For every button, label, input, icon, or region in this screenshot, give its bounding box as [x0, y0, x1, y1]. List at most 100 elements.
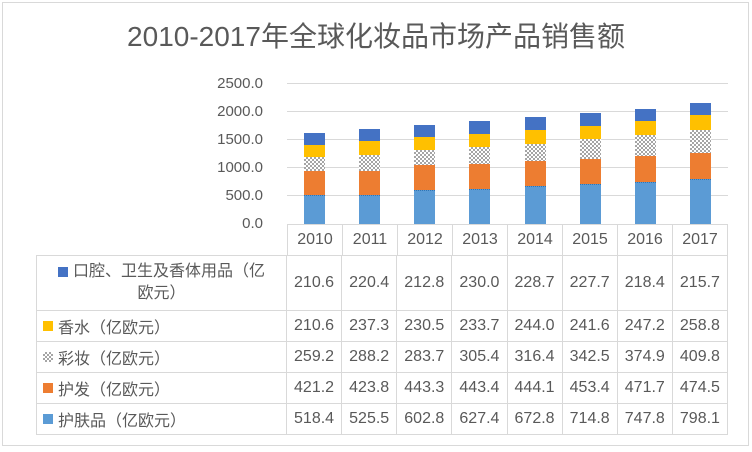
bar-segment-makeup-2011: [359, 154, 381, 171]
bar-segment-oral-care-2013: [469, 120, 491, 134]
bar-segment-makeup-2012: [414, 149, 436, 166]
table-cell-perfume-2015: 241.6: [563, 311, 618, 341]
table-cell-haircare-2012: 443.3: [397, 373, 453, 403]
legend-key-icon-makeup: [43, 352, 53, 362]
year-header-2015: 2015: [563, 225, 618, 255]
bar-segment-oral-care-2014: [524, 117, 546, 131]
table-cell-perfume-2011: 237.3: [342, 311, 398, 341]
legend-key-icon-haircare: [43, 383, 53, 393]
table-cell-oral-care-2015: 227.7: [563, 256, 618, 310]
bar-segment-perfume-2014: [524, 130, 546, 144]
bar-segment-perfume-2013: [469, 133, 491, 147]
bar-segment-haircare-2015: [579, 158, 601, 184]
bar-segment-oral-care-2012: [414, 124, 436, 137]
bar-segment-makeup-2013: [469, 146, 491, 165]
bar-segment-skincare-2017: [689, 179, 711, 224]
bar-segment-perfume-2015: [579, 125, 601, 140]
legend-key-icon-perfume: [43, 321, 53, 331]
bar-segment-makeup-2016: [634, 134, 656, 156]
x-axis-year-header-row: 2010 2011 2012 2013 2014 2015 2016 2017: [287, 224, 728, 255]
year-header-2016: 2016: [618, 225, 673, 255]
table-cell-haircare-2017: 474.5: [673, 373, 728, 403]
series-label-perfume: 香水（亿欧元）: [36, 311, 287, 341]
bar-segment-skincare-2011: [359, 194, 381, 224]
table-row-perfume: 香水（亿欧元） 210.6 237.3 230.5 233.7 244.0 241.6 247…: [36, 311, 728, 342]
table-cell-oral-care-2010: 210.6: [287, 256, 343, 310]
chart-title: 2010-2017年全球化妆品市场产品销售额: [127, 21, 625, 52]
bar-segment-skincare-2014: [524, 186, 546, 224]
legend-key-icon-oral-care: [57, 266, 68, 277]
bar-segment-skincare-2012: [414, 190, 436, 224]
series-label-text: 护肤品（亿欧元）: [58, 413, 187, 430]
bar-segment-skincare-2013: [469, 188, 491, 224]
table-cell-skincare-2011: 525.5: [342, 404, 398, 434]
bar-segment-makeup-2015: [579, 139, 601, 159]
series-label-haircare: 护发（亿欧元）: [36, 373, 287, 403]
chart-data-table: 口腔、卫生及香体用品（亿欧元） 210.6 220.4 212.8 230.0 228.7…: [36, 255, 728, 435]
year-header-2012: 2012: [398, 225, 453, 255]
table-cell-perfume-2017: 258.8: [673, 311, 728, 341]
table-cell-perfume-2010: 210.6: [287, 311, 343, 341]
table-cell-makeup-2012: 283.7: [397, 342, 453, 372]
bar-segment-oral-care-2016: [634, 108, 656, 121]
table-cell-perfume-2016: 247.2: [618, 311, 673, 341]
bar-segment-oral-care-2017: [689, 103, 711, 116]
bar-segment-perfume-2016: [634, 120, 656, 135]
table-cell-perfume-2013: 233.7: [452, 311, 508, 341]
table-cell-makeup-2013: 305.4: [452, 342, 508, 372]
series-label-text: 香水（亿欧元）: [58, 320, 171, 337]
year-header-2010: 2010: [287, 225, 343, 255]
series-label-text: 彩妆（亿欧元）: [58, 351, 171, 368]
table-cell-oral-care-2016: 218.4: [618, 256, 673, 310]
bar-segment-haircare-2011: [359, 170, 381, 195]
gridline: [287, 139, 728, 140]
table-cell-skincare-2017: 798.1: [673, 404, 728, 434]
y-axis-tick-label: 2500.0: [217, 75, 263, 92]
bar-segment-makeup-2010: [304, 156, 326, 172]
table-cell-skincare-2016: 747.8: [618, 404, 673, 434]
table-cell-skincare-2012: 602.8: [397, 404, 453, 434]
chart-border-frame: [2, 2, 749, 446]
table-cell-perfume-2014: 244.0: [508, 311, 563, 341]
y-axis-tick-label: 500.0: [225, 187, 263, 204]
table-cell-oral-care-2013: 230.0: [452, 256, 508, 310]
bar-segment-skincare-2015: [579, 183, 601, 224]
table-cell-perfume-2012: 230.5: [397, 311, 453, 341]
table-cell-haircare-2013: 443.4: [452, 373, 508, 403]
bar-segment-haircare-2017: [689, 152, 711, 180]
table-row-skincare: 护肤品（亿欧元） 518.4 525.5 602.8 627.4 672.8 714.8 74…: [36, 404, 728, 435]
year-header-2014: 2014: [508, 225, 563, 255]
table-cell-haircare-2014: 444.1: [508, 373, 563, 403]
table-cell-makeup-2016: 374.9: [618, 342, 673, 372]
y-axis-tick-label: 1500.0: [217, 131, 263, 148]
bar-segment-skincare-2010: [304, 194, 326, 224]
bar-segment-haircare-2012: [414, 165, 436, 191]
legend-key-icon-skincare: [43, 414, 53, 424]
gridline: [287, 83, 728, 84]
year-header-2013: 2013: [453, 225, 508, 255]
table-cell-skincare-2013: 627.4: [452, 404, 508, 434]
gridline: [287, 111, 728, 112]
year-header-2011: 2011: [343, 225, 398, 255]
table-cell-haircare-2010: 421.2: [287, 373, 343, 403]
bar-segment-skincare-2016: [634, 182, 656, 224]
table-row-haircare: 护发（亿欧元） 421.2 423.8 443.3 443.4 444.1 453.4 471…: [36, 373, 728, 404]
table-row-makeup: 彩妆（亿欧元） 259.2 288.2 283.7 305.4 316.4 342.5 374…: [36, 342, 728, 373]
table-cell-haircare-2015: 453.4: [563, 373, 618, 403]
y-axis-tick-label: 1000.0: [217, 159, 263, 176]
table-cell-skincare-2015: 714.8: [563, 404, 618, 434]
series-label-makeup: 彩妆（亿欧元）: [36, 342, 287, 372]
table-cell-makeup-2014: 316.4: [508, 342, 563, 372]
y-axis-tick-label: 2000.0: [217, 103, 263, 120]
bar-segment-perfume-2010: [304, 145, 326, 157]
table-cell-skincare-2010: 518.4: [287, 404, 343, 434]
table-cell-makeup-2010: 259.2: [287, 342, 343, 372]
table-cell-makeup-2015: 342.5: [563, 342, 618, 372]
table-cell-skincare-2014: 672.8: [508, 404, 563, 434]
series-label-oral-care: 口腔、卫生及香体用品（亿欧元）: [36, 256, 287, 310]
year-header-2017: 2017: [673, 225, 728, 255]
table-cell-oral-care-2017: 215.7: [673, 256, 728, 310]
bar-segment-haircare-2013: [469, 164, 491, 189]
bar-segment-oral-care-2011: [359, 129, 381, 142]
